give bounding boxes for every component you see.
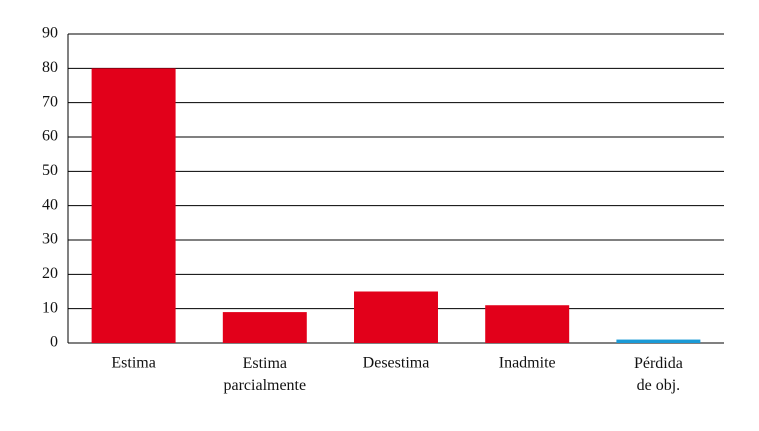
bar bbox=[91, 68, 176, 343]
bar bbox=[354, 291, 438, 343]
y-tick-label: 0 bbox=[50, 334, 58, 351]
y-tick-label: 40 bbox=[42, 196, 58, 213]
x-tick-label: Desestima bbox=[363, 355, 430, 372]
y-tick-label: 30 bbox=[42, 231, 58, 248]
y-tick-label: 70 bbox=[42, 93, 58, 110]
bar bbox=[222, 312, 307, 343]
y-tick-label: 90 bbox=[42, 25, 58, 42]
y-tick-label: 20 bbox=[42, 265, 58, 282]
x-tick-label: Estima bbox=[111, 355, 155, 372]
y-tick-label: 50 bbox=[42, 162, 58, 179]
x-tick-label: Pérdida de obj. bbox=[634, 355, 683, 394]
y-tick-label: 80 bbox=[42, 59, 58, 76]
x-tick-label: Inadmite bbox=[499, 355, 556, 372]
bar bbox=[485, 305, 570, 343]
x-tick-label: Estima parcialmente bbox=[223, 355, 306, 394]
y-tick-label: 60 bbox=[42, 128, 58, 145]
y-tick-label: 10 bbox=[42, 299, 58, 316]
bar bbox=[616, 339, 701, 343]
